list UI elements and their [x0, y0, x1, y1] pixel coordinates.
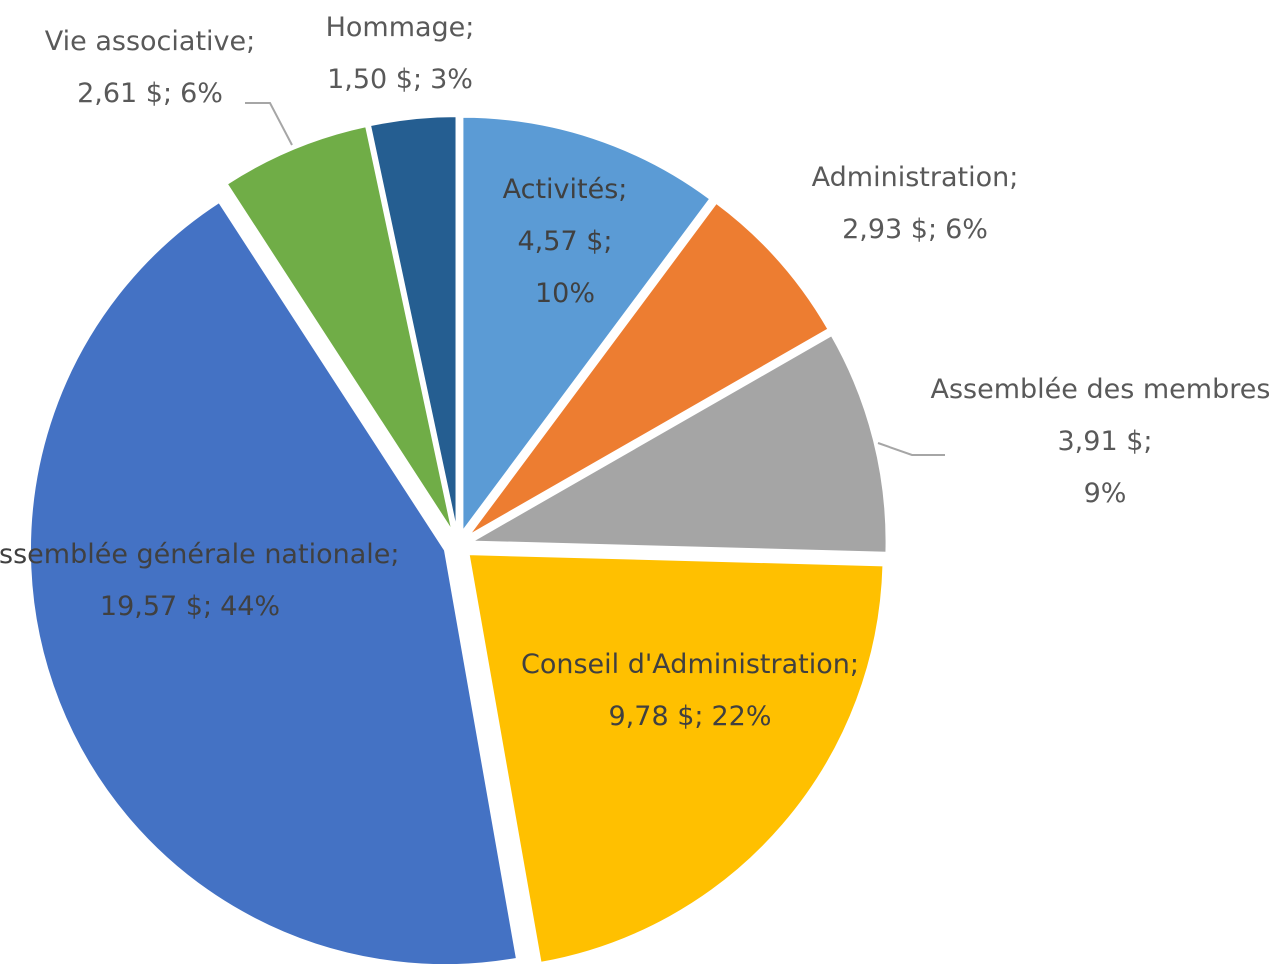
label-value: 2,61 $;: [77, 78, 172, 109]
label-category: Assemblée générale nationale;: [0, 539, 399, 570]
data-label: 1,50 $; 3%: [327, 64, 473, 95]
label-percent: 9%: [1084, 478, 1127, 509]
label-category: Hommage;: [326, 12, 475, 43]
data-label: 2,61 $; 6%: [77, 78, 223, 109]
label-percent: 22%: [711, 701, 771, 732]
label-value: 19,57 $;: [100, 591, 212, 622]
pie-slice: [469, 554, 884, 963]
label-value: 1,50 $;: [327, 64, 422, 95]
label-category: Assemblée des membres;: [931, 374, 1269, 405]
label-value: 9,78 $;: [609, 701, 704, 732]
label-percent: 6%: [945, 214, 988, 245]
label-percent: 6%: [180, 78, 223, 109]
data-label: Assemblée générale nationale;: [0, 539, 399, 570]
label-category: Conseil d'Administration;: [521, 649, 859, 680]
label-value: 3,91 $;: [1058, 426, 1153, 457]
label-category: Vie associative;: [45, 26, 255, 57]
label-category: Administration;: [812, 162, 1019, 193]
data-label: 2,93 $; 6%: [842, 214, 988, 245]
label-percent: 44%: [220, 591, 280, 622]
leader-line: [245, 103, 292, 145]
data-label: 19,57 $; 44%: [100, 591, 280, 622]
data-label: Administration;: [812, 162, 1019, 193]
data-label: 9,78 $;22%: [609, 701, 772, 732]
leader-line: [878, 443, 945, 455]
data-label: Vie associative;: [45, 26, 255, 57]
data-label: Conseil d'Administration;: [521, 649, 859, 680]
label-percent: 3%: [430, 64, 473, 95]
data-label: Assemblée des membres; 3,91 $; 9%: [931, 374, 1269, 509]
label-category: Activités;: [503, 174, 628, 205]
label-percent: 10%: [535, 278, 595, 309]
label-value: 4,57 $;: [518, 226, 613, 257]
data-label: Hommage;: [326, 12, 475, 43]
label-value: 2,93 $;: [842, 214, 937, 245]
